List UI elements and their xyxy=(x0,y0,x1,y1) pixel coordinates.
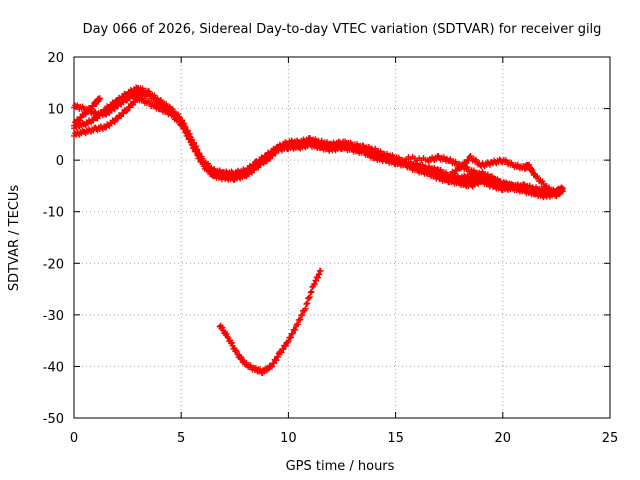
y-tick-label: -30 xyxy=(43,309,64,324)
series-arc xyxy=(216,267,324,377)
y-tick-label: -40 xyxy=(43,360,64,375)
x-tick-label: 15 xyxy=(387,431,404,446)
data-point xyxy=(111,118,118,125)
y-axis-title: SDTVAR / TECUs xyxy=(7,185,22,292)
data-point xyxy=(305,294,312,301)
series-layer xyxy=(71,84,566,377)
y-tick-label: -50 xyxy=(43,412,64,427)
data-point xyxy=(308,288,315,295)
data-point xyxy=(196,152,203,159)
data-point xyxy=(182,126,189,133)
plot-frame xyxy=(73,56,611,419)
data-point xyxy=(297,316,304,323)
data-point xyxy=(194,149,201,156)
data-point xyxy=(307,289,314,296)
grid xyxy=(74,57,610,418)
data-point xyxy=(193,145,200,152)
y-tick-label: -10 xyxy=(43,206,64,221)
data-point xyxy=(303,301,310,308)
data-point xyxy=(188,139,195,146)
data-point xyxy=(219,324,226,331)
data-point xyxy=(269,363,276,370)
data-point xyxy=(287,334,294,341)
x-axis-title: GPS time / hours xyxy=(286,459,395,474)
data-point xyxy=(186,133,193,140)
data-point xyxy=(224,333,231,340)
data-point xyxy=(285,338,292,345)
data-point xyxy=(306,294,313,301)
series-band-a xyxy=(71,95,566,201)
data-point xyxy=(289,330,296,337)
y-tick-label: 0 xyxy=(56,154,64,169)
data-point xyxy=(552,192,559,199)
data-point xyxy=(181,123,188,130)
y-tick-label: -20 xyxy=(43,257,64,272)
data-point xyxy=(294,321,301,328)
y-tick-label: 10 xyxy=(47,103,64,118)
x-tick-label: 5 xyxy=(177,431,185,446)
series-branch-early xyxy=(71,95,103,129)
data-point xyxy=(90,103,97,110)
data-point xyxy=(275,353,282,360)
axis-ticks: 0 5 10 15 20 25 -50 -40 -30 -20 -10 0 10 20 xyxy=(43,51,619,446)
data-point xyxy=(191,142,198,149)
data-point xyxy=(282,343,289,350)
data-point xyxy=(223,330,230,337)
x-tick-label: 0 xyxy=(70,431,78,446)
data-point xyxy=(304,300,311,307)
chart-title: Day 066 of 2026, Sidereal Day-to-day VTE… xyxy=(83,22,602,37)
data-point xyxy=(273,357,280,364)
x-tick-label: 20 xyxy=(495,431,512,446)
data-point xyxy=(278,349,285,356)
data-point xyxy=(520,186,527,193)
data-point xyxy=(559,185,566,192)
data-point xyxy=(228,339,235,346)
data-point xyxy=(292,326,299,333)
data-point xyxy=(251,164,258,171)
series-branch-late xyxy=(446,153,560,200)
data-point xyxy=(123,97,130,104)
data-point xyxy=(179,119,186,126)
data-point xyxy=(270,360,277,367)
data-point xyxy=(96,95,103,102)
data-point xyxy=(123,108,130,115)
data-point xyxy=(521,185,528,192)
x-tick-label: 10 xyxy=(280,431,297,446)
data-point xyxy=(299,312,306,319)
data-point xyxy=(166,106,173,113)
data-point xyxy=(284,339,291,346)
data-point xyxy=(553,193,560,200)
data-point xyxy=(317,268,324,275)
data-point xyxy=(280,346,287,353)
data-point xyxy=(302,305,309,312)
x-tick-label: 25 xyxy=(602,431,619,446)
data-point xyxy=(111,106,118,113)
data-point xyxy=(184,130,191,137)
data-point xyxy=(90,117,97,124)
y-tick-label: 20 xyxy=(47,51,64,66)
data-point xyxy=(272,150,279,157)
